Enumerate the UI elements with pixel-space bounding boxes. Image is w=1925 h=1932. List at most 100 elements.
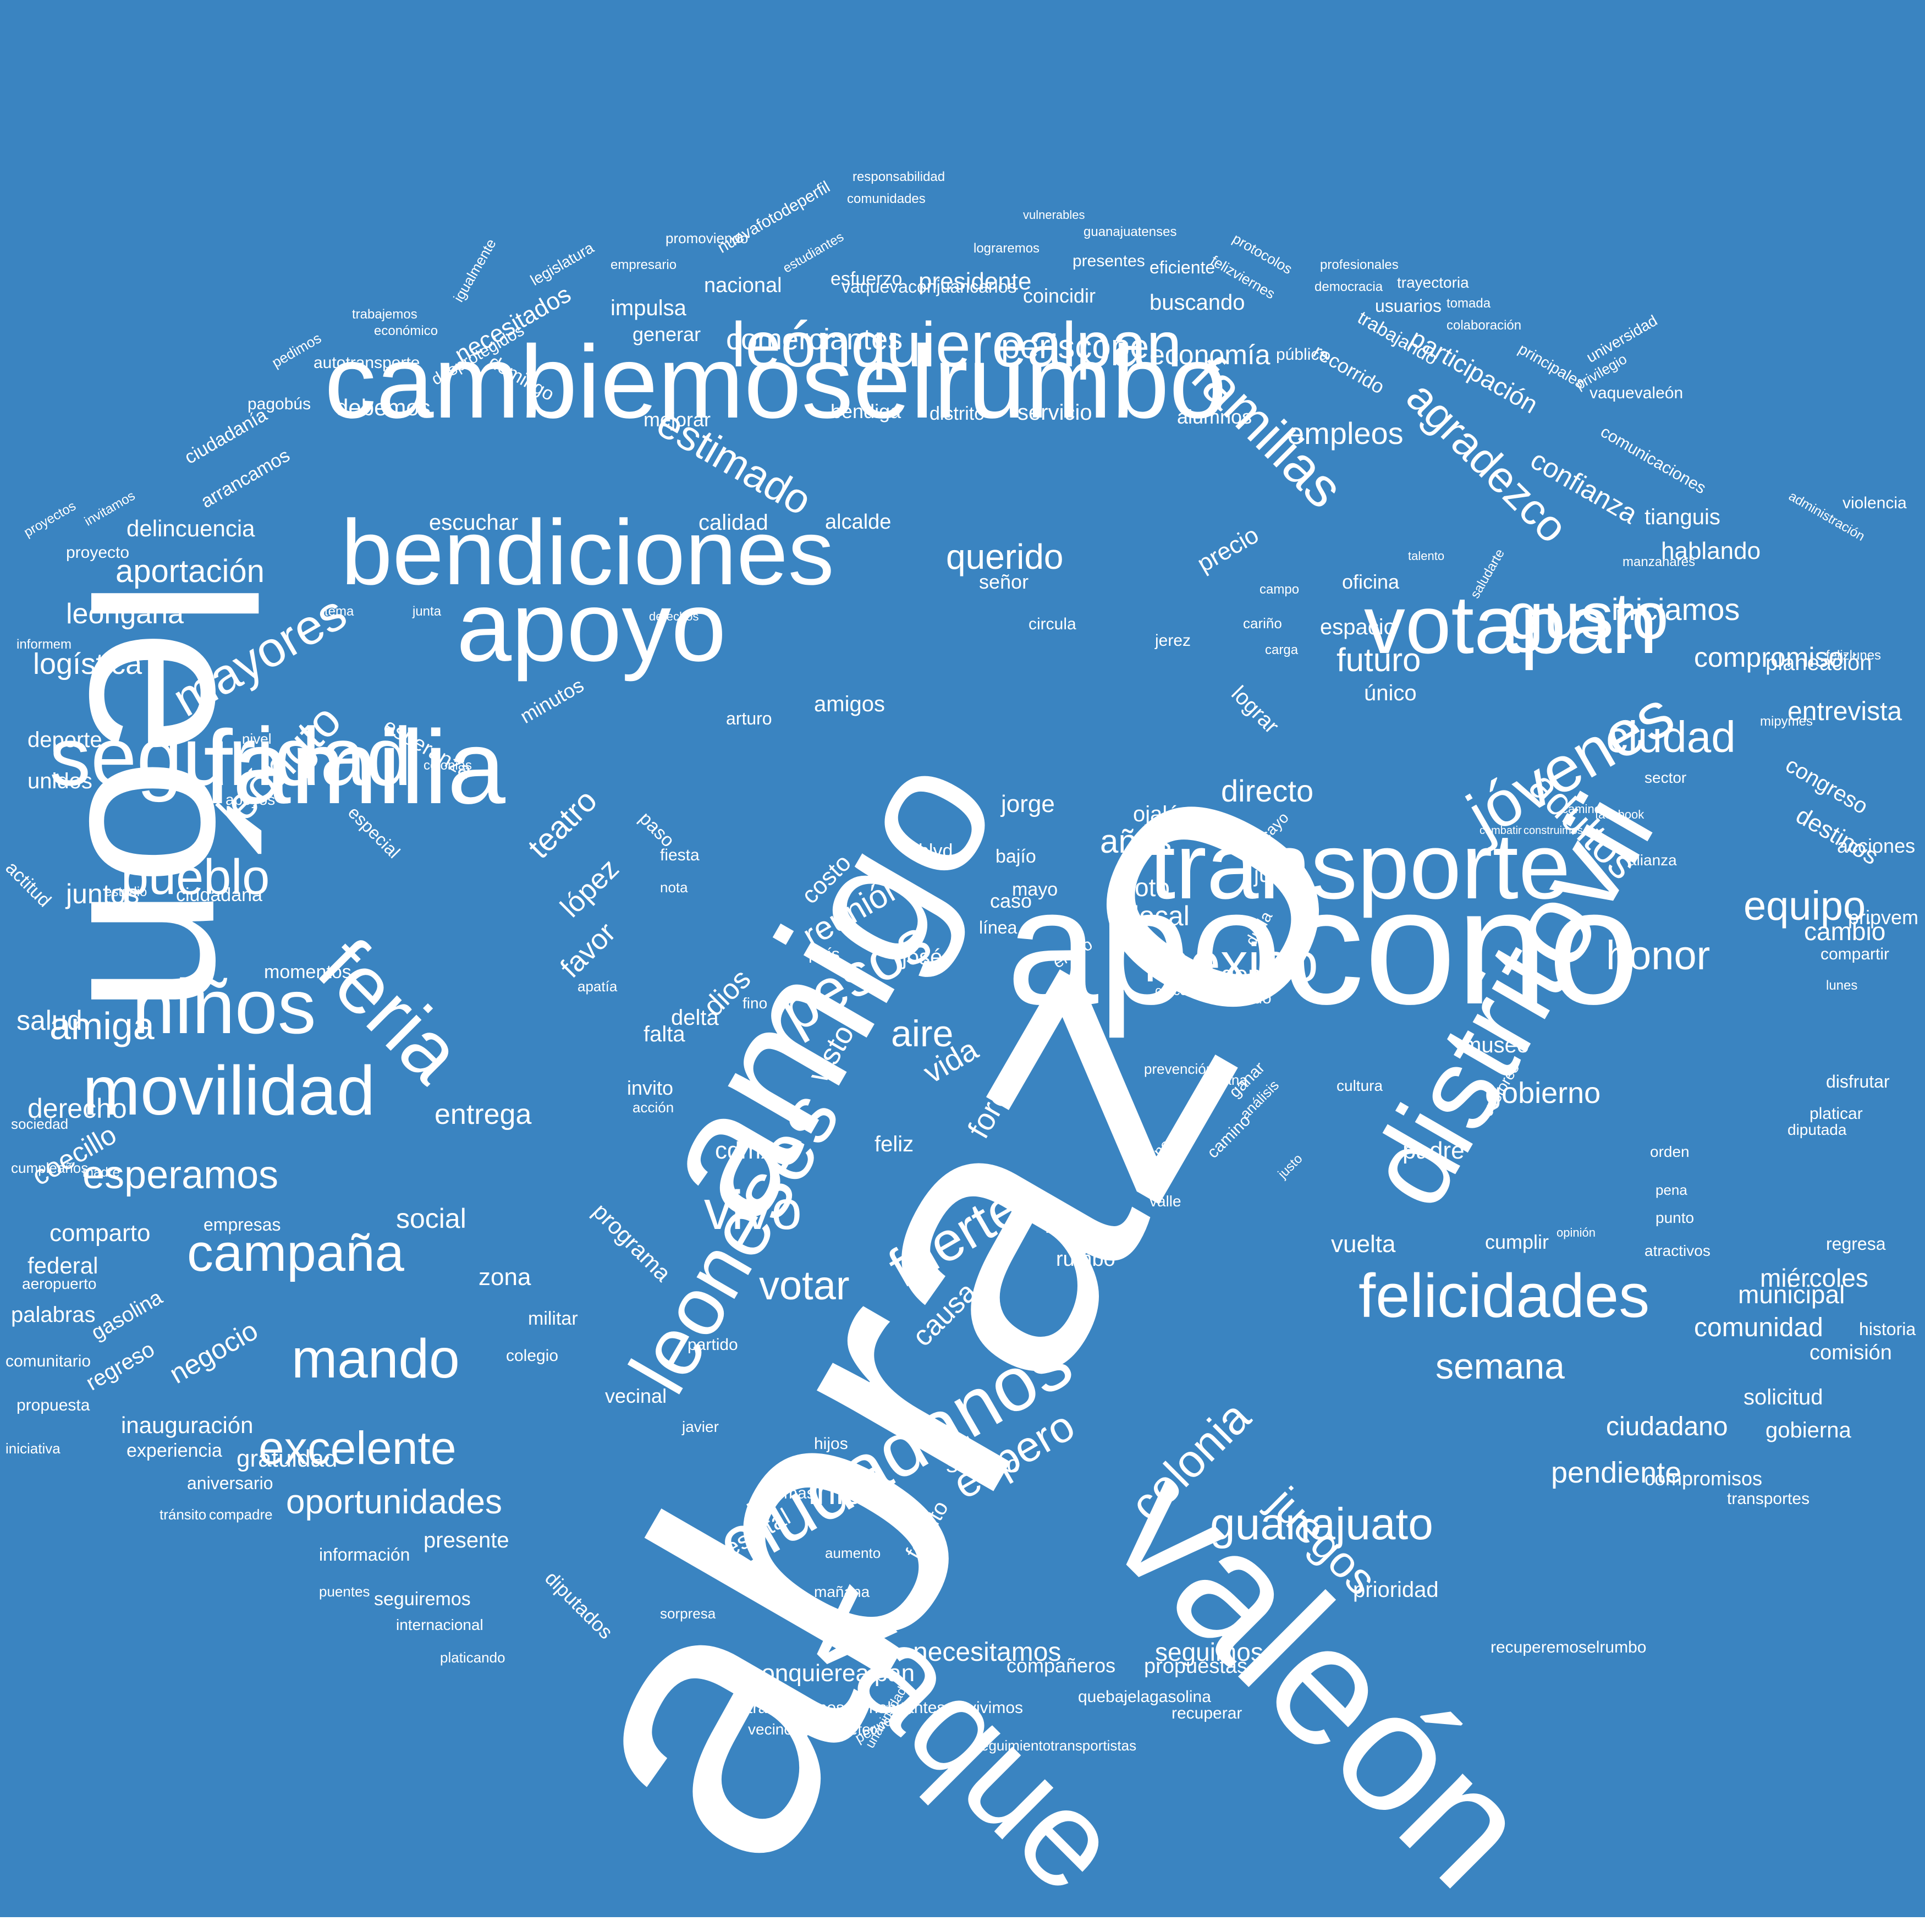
cloud-word: niños — [132, 963, 316, 1050]
cloud-word: democracia — [1314, 279, 1383, 294]
cloud-word: seguro — [946, 1451, 1020, 1478]
cloud-word: comunidad — [1694, 1313, 1823, 1342]
cloud-word: lograr — [1226, 681, 1284, 739]
cloud-word: presidente — [919, 268, 1032, 295]
cloud-word: rumbo — [1056, 1248, 1115, 1271]
cloud-word: méxico — [1144, 932, 1318, 994]
cloud-word: combatir — [1480, 825, 1522, 837]
cloud-word: línea — [979, 918, 1018, 937]
cloud-word: transportistas — [1050, 1737, 1137, 1754]
cloud-word: eficiente — [1150, 257, 1216, 277]
cloud-word: vulnerables — [1023, 208, 1085, 222]
cloud-word: paso — [635, 808, 679, 852]
cloud-word: josé — [902, 945, 943, 969]
cloud-word: cumplir — [1485, 1231, 1549, 1253]
cloud-word: inauguración — [121, 1412, 254, 1438]
cloud-word: mejorar — [644, 408, 711, 431]
cloud-word: votar — [759, 1263, 850, 1308]
cloud-word: pena — [1656, 1182, 1687, 1198]
cloud-word: bendiciones — [341, 501, 834, 604]
cloud-word: semana — [1436, 1346, 1565, 1386]
cloud-word: manzanares — [1623, 555, 1696, 569]
cloud-word: disfrutar — [1826, 1072, 1890, 1091]
cloud-word: puentes — [319, 1583, 370, 1600]
cloud-word: unidos — [28, 769, 92, 793]
cloud-word: prioridad — [1353, 1578, 1439, 1602]
cloud-word: juntos — [66, 879, 140, 909]
cloud-word: deporte — [28, 728, 102, 752]
cloud-word: mayo — [1012, 879, 1058, 900]
cloud-word: alcalde — [825, 511, 892, 534]
cloud-word: crecer — [1155, 984, 1192, 998]
cloud-word: ciudadana — [176, 885, 262, 905]
cloud-word: circula — [1028, 615, 1076, 633]
cloud-word: seguimiento — [974, 1737, 1051, 1754]
cloud-word: tomada — [1447, 296, 1491, 311]
cloud-word: entrevista — [1788, 697, 1902, 726]
cloud-word: derecho — [28, 1093, 127, 1124]
cloud-word: invito — [627, 1077, 674, 1099]
cloud-word: mañana — [814, 1583, 870, 1600]
cloud-word: amiga — [50, 1005, 155, 1047]
cloud-word: ojalá — [1133, 802, 1180, 826]
cloud-word: delincuencia — [127, 515, 255, 541]
cloud-word: falta — [644, 1022, 685, 1046]
cloud-word: derechos — [649, 610, 699, 623]
cloud-word: apoyos — [226, 791, 276, 808]
cloud-word: futuro — [1336, 641, 1421, 678]
cloud-word: caso — [990, 890, 1032, 912]
cloud-word: internacional — [396, 1616, 483, 1633]
cloud-word: logística — [33, 647, 142, 680]
cloud-word: único — [1364, 681, 1417, 705]
cloud-word: ciudadanía — [181, 404, 271, 469]
cloud-word: alumnos — [1177, 405, 1252, 428]
cloud-word: precio — [1192, 521, 1263, 578]
cloud-word: impulsa — [610, 296, 686, 320]
cloud-word: oportunidades — [286, 1483, 502, 1521]
cloud-word: platicar — [1810, 1105, 1863, 1123]
cloud-word: guanajuatenses — [1084, 224, 1177, 239]
cloud-word: periscope — [1001, 328, 1149, 366]
cloud-word: vecinal — [605, 1385, 667, 1407]
cloud-word: coincidir — [1023, 284, 1096, 307]
cloud-word: mundo — [1221, 989, 1272, 1007]
cloud-word: compartir — [1821, 945, 1890, 963]
cloud-word: recuperar — [1172, 1704, 1242, 1722]
cloud-word: orden — [1650, 1143, 1690, 1160]
cloud-word: facebook — [1595, 808, 1645, 821]
cloud-word: inicio — [809, 1472, 889, 1512]
cloud-word: congreso — [1781, 753, 1872, 819]
cloud-word: votapan — [1364, 578, 1658, 671]
cloud-word: aeropuerto — [22, 1275, 97, 1292]
cloud-word: trabajaremos — [748, 1699, 845, 1717]
cloud-word: valle — [1150, 1193, 1181, 1210]
cloud-word: listos — [1045, 1215, 1093, 1238]
cloud-word: salud — [16, 1005, 82, 1036]
cloud-word: responsabilidad — [853, 169, 945, 184]
cloud-word: palabras — [11, 1303, 96, 1327]
cloud-word: padre — [1402, 1137, 1465, 1164]
cloud-word: voto — [1122, 873, 1170, 902]
cloud-word: aire — [891, 1013, 954, 1055]
cloud-word: calidad — [698, 511, 768, 535]
cloud-word: trabajemos — [352, 307, 417, 322]
cloud-word: cambiemoselrumbo — [324, 324, 1227, 440]
cloud-word: museo — [1463, 1033, 1530, 1057]
cloud-word: fino — [743, 995, 768, 1012]
cloud-word: opinión — [1557, 1226, 1596, 1239]
cloud-word: talento — [1408, 549, 1445, 563]
cloud-word: comerciantes — [726, 323, 903, 356]
cloud-word: historia — [1859, 1319, 1916, 1339]
cloud-word: vaquevaconjuancarlos — [842, 277, 1017, 297]
cloud-word: cdmx — [715, 1137, 773, 1164]
cloud-word: sociedad — [11, 1116, 69, 1132]
cloud-word: partido — [688, 1336, 738, 1354]
cloud-word: blvd — [919, 841, 953, 861]
cloud-word: compromiso — [1694, 642, 1844, 673]
cloud-word: local — [1133, 901, 1190, 931]
cloud-word: iniciativa — [6, 1440, 61, 1457]
cloud-word: militar — [528, 1308, 578, 1329]
cloud-word: atractivos — [1645, 1242, 1711, 1259]
cloud-word: platicando — [440, 1649, 505, 1666]
